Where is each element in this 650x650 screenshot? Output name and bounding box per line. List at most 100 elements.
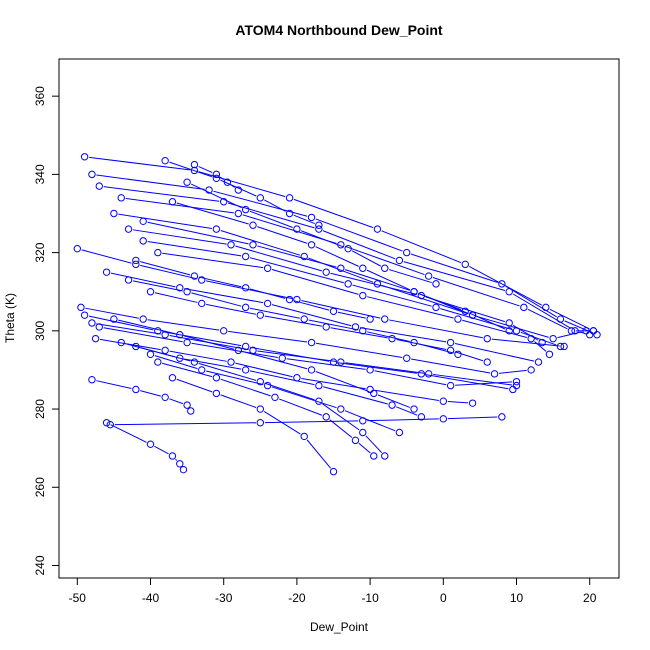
data-point [146, 440, 155, 448]
series [102, 268, 543, 366]
series-segment [491, 338, 560, 347]
data-point [520, 303, 528, 312]
data-point [234, 209, 243, 218]
data-point [307, 213, 316, 222]
series-segment [403, 261, 506, 291]
series [154, 358, 378, 460]
series-segment [169, 350, 227, 362]
data-point [198, 299, 206, 308]
data-point [88, 319, 96, 327]
data-point [388, 334, 396, 343]
x-axis: -50 -40 -30 -20 -10 0 10 20 [69, 577, 597, 605]
data-point [132, 342, 140, 351]
series-segment [498, 369, 527, 374]
data-point [315, 397, 323, 405]
data-point [337, 405, 345, 413]
data-point [154, 327, 162, 335]
data-point [80, 153, 89, 161]
data-point [132, 256, 140, 265]
series-segment [220, 179, 257, 197]
data-point [439, 397, 448, 405]
series [154, 248, 554, 358]
data-point [146, 350, 155, 358]
data-point [161, 156, 169, 165]
data-point [73, 244, 82, 253]
series-segment [512, 293, 572, 329]
data-point [198, 276, 206, 284]
data-point [212, 374, 221, 382]
series-segment [227, 202, 315, 229]
data-point [359, 291, 367, 300]
series-segment [103, 327, 183, 343]
series-segment [125, 197, 234, 214]
series-segment [454, 351, 484, 362]
data-point [223, 178, 232, 186]
series-segment [198, 171, 286, 198]
data-point [432, 303, 440, 312]
data-point [241, 342, 250, 351]
y-axis-label: Theta (K) [3, 293, 17, 343]
series-segment [191, 292, 242, 307]
series-segment [249, 210, 293, 228]
series-segment [505, 285, 557, 318]
data-point [461, 260, 469, 269]
data-point [432, 280, 440, 288]
series-segment [147, 221, 249, 245]
data-point [139, 315, 147, 323]
data-point [329, 467, 338, 476]
plot-frame [58, 58, 620, 579]
series-segment [249, 257, 344, 284]
data-point [198, 366, 206, 374]
series-segment [286, 358, 366, 370]
data-point [534, 358, 543, 366]
series-segment [103, 186, 220, 202]
data-point [505, 288, 513, 296]
series-segment [476, 315, 549, 338]
series [110, 315, 418, 413]
series-segment [206, 280, 293, 300]
data-point [549, 334, 557, 343]
x-tick-label: -50 [69, 591, 87, 605]
series-segment [81, 249, 132, 264]
data-point [234, 346, 243, 355]
data-point [263, 299, 272, 308]
data-point [161, 393, 169, 402]
data-point [468, 311, 477, 319]
series [132, 342, 389, 460]
data-point [373, 225, 382, 233]
series-segment [96, 380, 132, 389]
data-point [241, 205, 250, 214]
data-point [88, 170, 96, 179]
data-point [424, 272, 433, 280]
series-segment [206, 370, 264, 386]
data-point [512, 381, 521, 390]
series-segment [271, 304, 352, 327]
series-segment [425, 374, 509, 390]
series-segment [411, 358, 491, 374]
data-point [388, 401, 396, 409]
series-segment [301, 300, 381, 319]
data-point [417, 413, 426, 421]
data-point [183, 338, 191, 347]
data-point [256, 194, 265, 202]
series-segment [322, 403, 360, 431]
series-segment [520, 331, 557, 346]
data-point [256, 311, 265, 319]
series-segment [118, 319, 176, 335]
series [73, 244, 568, 351]
series-segment [344, 269, 410, 291]
data-point [337, 358, 345, 366]
data-point [366, 315, 374, 323]
data-point [454, 315, 462, 323]
series-segment [549, 308, 590, 330]
chart-title: ATOM4 Northbound Dew_Point [235, 22, 442, 38]
series [161, 156, 323, 229]
series [132, 256, 374, 323]
data-point [454, 350, 462, 358]
series-segment [418, 343, 454, 354]
series [102, 419, 188, 474]
series-segment [249, 370, 315, 386]
data-point [139, 237, 147, 245]
data-point [249, 221, 257, 229]
data-point [509, 385, 517, 394]
